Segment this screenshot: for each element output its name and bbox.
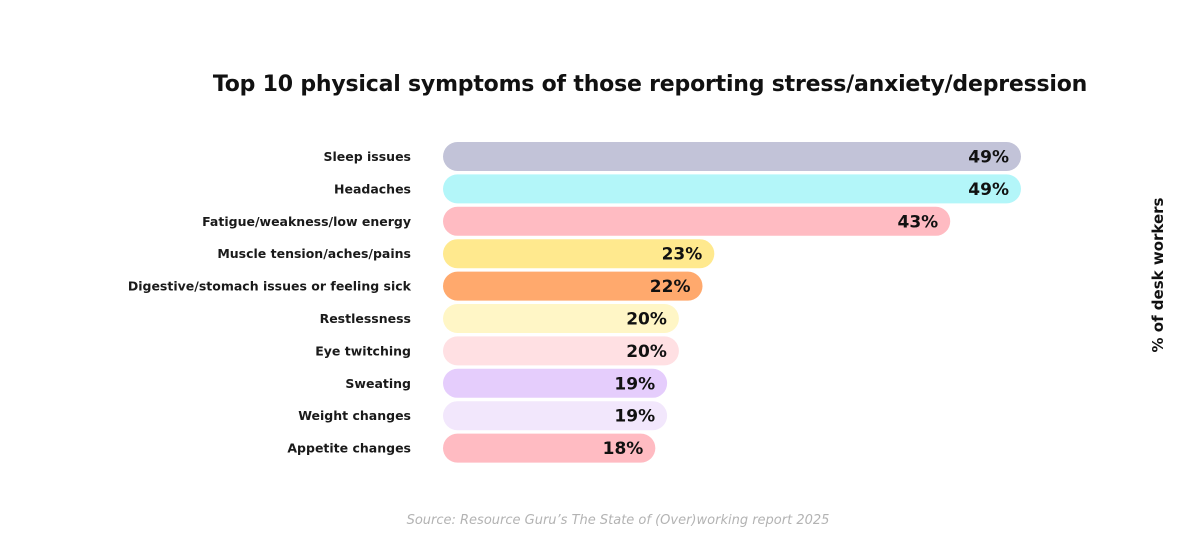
bar: [443, 206, 951, 236]
category-label: Appetite changes: [287, 441, 411, 456]
bar: [443, 142, 1021, 171]
category-label: Fatigue/weakness/low energy: [202, 214, 411, 229]
value-label: 23%: [662, 245, 703, 265]
y-axis-label: % of desk workers: [1149, 197, 1167, 353]
category-label: Sweating: [345, 376, 411, 391]
bar: [443, 336, 679, 366]
value-label: 19%: [614, 407, 655, 427]
category-label: Muscle tension/aches/pains: [217, 246, 411, 261]
category-label: Weight changes: [298, 408, 411, 423]
category-label: Eye twitching: [315, 343, 411, 358]
category-label: Digestive/stomach issues or feeling sick: [128, 279, 412, 294]
bar: [443, 433, 656, 463]
category-label: Sleep issues: [323, 149, 411, 164]
bar: [443, 401, 668, 431]
value-label: 22%: [650, 277, 691, 297]
value-label: 20%: [626, 342, 667, 362]
bar: [443, 271, 703, 301]
value-label: 49%: [968, 148, 1009, 168]
bar: [443, 174, 1021, 204]
value-label: 19%: [614, 374, 655, 394]
bar: [443, 368, 668, 398]
source-note: Source: Resource Guru’s The State of (Ov…: [406, 513, 830, 528]
value-label: 20%: [626, 310, 667, 330]
value-label: 18%: [603, 439, 644, 459]
chart-title: Top 10 physical symptoms of those report…: [212, 72, 1088, 97]
value-label: 43%: [898, 212, 939, 232]
bar: [443, 304, 679, 333]
value-label: 49%: [968, 180, 1009, 200]
bar: [443, 239, 715, 269]
category-label: Headaches: [334, 181, 411, 196]
category-label: Restlessness: [320, 311, 411, 326]
